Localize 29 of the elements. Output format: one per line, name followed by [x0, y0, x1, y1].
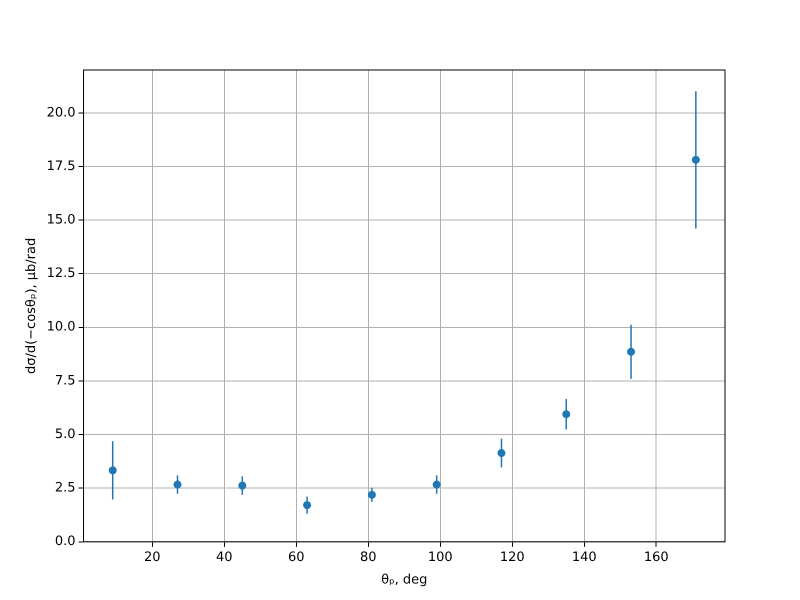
y-tick-label: 2.5 — [54, 480, 76, 496]
x-tick-label: 140 — [572, 550, 597, 565]
x-tick-label: 120 — [500, 550, 525, 565]
x-tick-label: 160 — [644, 550, 669, 565]
y-axis-title: dσ/d(−cosθₚ), μb/rad — [24, 238, 40, 374]
y-tick-label: 10.0 — [46, 320, 76, 335]
point — [238, 482, 246, 490]
x-axis-title: θₚ, deg — [381, 572, 428, 588]
y-tick-label: 5.0 — [54, 426, 76, 442]
x-tick-label: 20 — [144, 550, 161, 565]
y-tick-label: 15.0 — [46, 212, 76, 228]
x-tick-label: 80 — [360, 550, 377, 565]
point — [497, 449, 506, 458]
point — [562, 410, 570, 418]
x-tick-label: 100 — [428, 550, 453, 565]
y-tick-label: 7.5 — [54, 373, 76, 388]
y-tick-label: 0.0 — [54, 534, 76, 550]
point — [108, 466, 117, 474]
point — [432, 480, 441, 489]
y-tick-label: 20.0 — [46, 105, 76, 120]
point — [303, 501, 312, 510]
y-tick-label: 17.5 — [46, 158, 76, 174]
point — [173, 480, 182, 489]
point — [627, 348, 636, 356]
x-tick-label: 40 — [216, 550, 233, 565]
y-tick-label: 12.5 — [46, 266, 76, 282]
point — [368, 490, 376, 499]
point — [692, 156, 700, 164]
x-tick-label: 60 — [288, 550, 305, 565]
